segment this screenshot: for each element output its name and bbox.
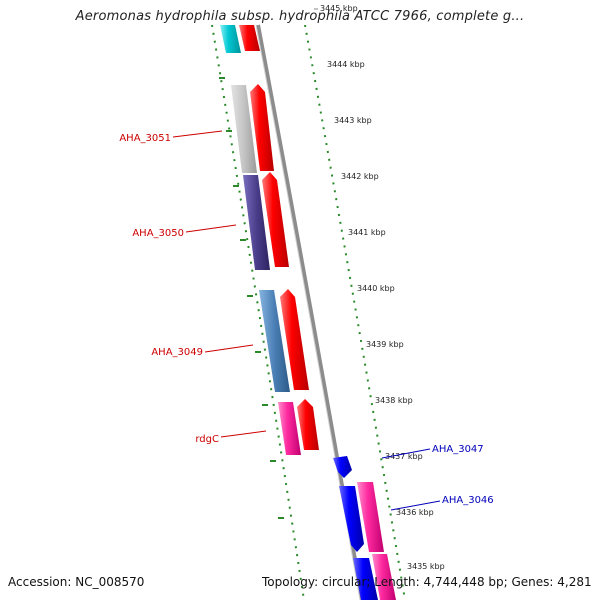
gene-arrow-aha3050[interactable] (262, 172, 289, 267)
gene-box-pink-3046[interactable] (357, 482, 384, 552)
gene-labels-right: AHA_3047 AHA_3046 (381, 444, 494, 511)
gene-box-pink-bottom[interactable] (372, 554, 396, 600)
gene-label-aha3047[interactable]: AHA_3047 (432, 444, 484, 455)
gene-label-aha3049[interactable]: AHA_3049 (151, 347, 203, 358)
gene-arrow-aha3049[interactable] (280, 289, 309, 390)
kbp-label-3444: 3444 kbp (327, 60, 365, 69)
gene-box-aha3051[interactable] (231, 85, 257, 173)
kbp-label-3435: 3435 kbp (407, 562, 445, 571)
accession-text: Accession: NC_008570 (8, 575, 145, 589)
map-title: Aeromonas hydrophila subsp. hydrophila A… (75, 9, 525, 24)
topology-text: Topology: circular; Length: 4,744,448 bp… (262, 575, 592, 589)
kbp-labels: 3445 kbp 3444 kbp 3443 kbp 3442 kbp 3441… (314, 4, 445, 571)
kbp-label-3443: 3443 kbp (334, 116, 372, 125)
gene-label-aha3050[interactable]: AHA_3050 (132, 228, 184, 239)
kbp-label-3439: 3439 kbp (366, 340, 404, 349)
kbp-label-3445: 3445 kbp (320, 4, 358, 13)
gene-red-top[interactable] (239, 25, 260, 51)
kbp-label-3437: 3437 kbp (385, 452, 423, 461)
gene-box-aha3049[interactable] (259, 290, 290, 392)
gene-label-rdgc[interactable]: rdgC (195, 434, 219, 445)
kbp-label-3440: 3440 kbp (357, 284, 395, 293)
kbp-label-3441: 3441 kbp (348, 228, 386, 237)
gene-labels-left: AHA_3051 AHA_3050 AHA_3049 rdgC (119, 130, 267, 445)
gene-arrow-aha3046[interactable] (339, 486, 364, 552)
gene-label-aha3046[interactable]: AHA_3046 (442, 495, 494, 506)
gene-arrow-aha3051[interactable] (250, 84, 274, 171)
tick-marks (219, 77, 284, 519)
kbp-label-3436: 3436 kbp (396, 508, 434, 517)
gene-arrow-aha3047[interactable] (333, 456, 352, 478)
gene-box-aha3050[interactable] (243, 175, 270, 270)
gene-box-rdgc[interactable] (278, 402, 301, 455)
gene-label-aha3051[interactable]: AHA_3051 (119, 133, 171, 144)
gene-arrow-rdgc[interactable] (297, 399, 319, 450)
gene-arrow-blue-bottom[interactable] (353, 558, 378, 600)
kbp-label-3438: 3438 kbp (375, 396, 413, 405)
kbp-label-3442: 3442 kbp (341, 172, 379, 181)
gene-cyan-top[interactable] (220, 25, 241, 53)
